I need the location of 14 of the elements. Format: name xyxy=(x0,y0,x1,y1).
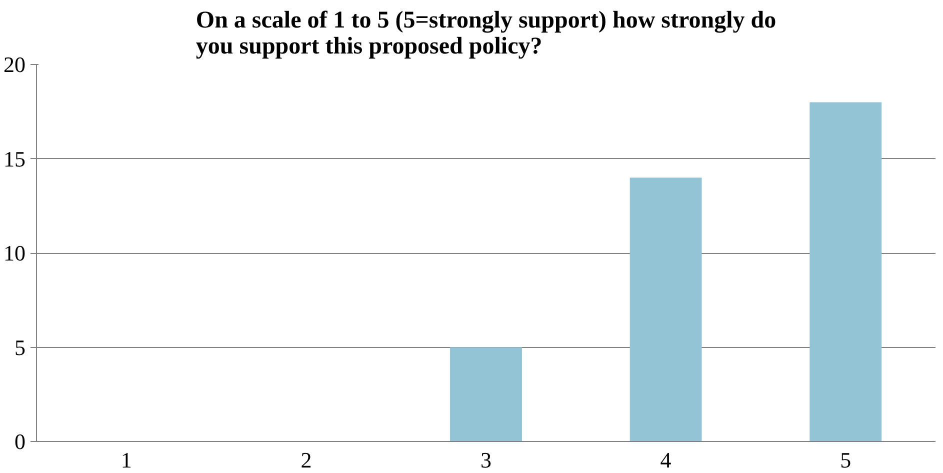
x-tick-label: 4 xyxy=(660,448,672,472)
x-tick-label: 5 xyxy=(840,448,852,472)
y-tick-label: 20 xyxy=(4,52,26,77)
bar xyxy=(450,347,522,442)
bar xyxy=(810,102,882,442)
y-tick-label: 0 xyxy=(14,429,26,454)
x-tick-label: 1 xyxy=(120,448,132,472)
x-tick-label: 2 xyxy=(300,448,312,472)
chart-title: On a scale of 1 to 5 (5=strongly support) how strongly do you support this proposed policy? xyxy=(196,8,776,60)
bar xyxy=(630,178,702,442)
y-tick-label: 5 xyxy=(14,334,26,360)
x-tick-label: 3 xyxy=(480,448,492,472)
y-tick-label: 10 xyxy=(4,240,26,266)
y-tick-label: 15 xyxy=(4,146,26,172)
